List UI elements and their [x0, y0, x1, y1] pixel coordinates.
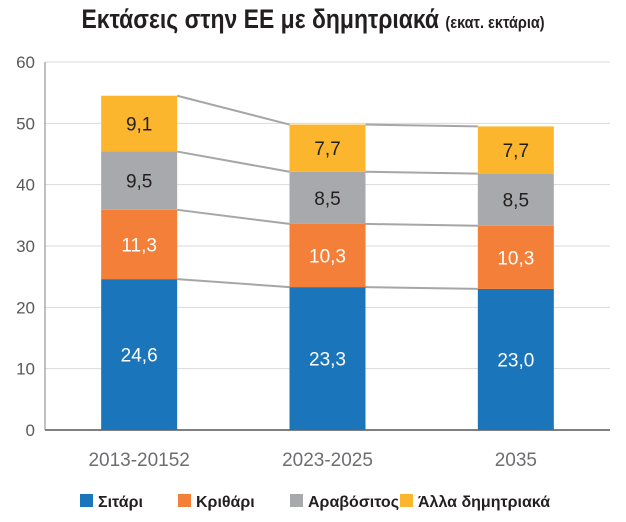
y-tick-label: 40 [16, 176, 35, 195]
data-label: 8,5 [503, 191, 529, 212]
bar-segment [477, 225, 554, 289]
connector-line [176, 150, 290, 173]
x-tick-label: 2023-2025 [282, 450, 373, 471]
legend-swatch [400, 494, 413, 507]
connector-line [365, 170, 478, 175]
x-tick-label: 2035 [495, 450, 537, 471]
data-label: 7,7 [314, 139, 340, 160]
data-label: 8,5 [314, 189, 340, 210]
bar-segment [477, 288, 554, 430]
bar-segment [101, 209, 178, 280]
connector-line [365, 286, 478, 290]
y-tick-label: 10 [16, 360, 35, 379]
data-label: 7,7 [503, 141, 529, 162]
connector-line [177, 278, 290, 289]
bar-segment [477, 126, 554, 174]
data-label: 9,1 [126, 115, 152, 136]
data-label: 10,3 [309, 247, 346, 268]
legend-swatch [80, 494, 93, 507]
connector-line [365, 222, 478, 227]
bar-segment [101, 151, 178, 210]
data-label: 23,3 [309, 350, 346, 371]
connector-line [176, 94, 290, 126]
subtitle-text: (εκατ. εκτάρια) [445, 13, 545, 32]
bar-segment [289, 171, 366, 224]
title-text: Εκτάσεις στην ΕΕ με δημητριακά [81, 4, 440, 34]
connector-line [177, 208, 290, 225]
y-tick-label: 0 [26, 421, 35, 440]
legend-label: Άλλα δημητριακά [418, 494, 550, 511]
bar-segment [101, 279, 178, 430]
y-tick-label: 60 [16, 53, 35, 72]
data-label: 9,5 [126, 172, 152, 193]
y-tick-label: 20 [16, 298, 35, 317]
legend-label: Σιτάρι [98, 494, 143, 511]
bar-segment [289, 223, 366, 288]
data-label: 24,6 [121, 346, 158, 367]
legend-label: Κριθάρι [196, 494, 255, 511]
data-label: 23,0 [497, 350, 534, 371]
data-label: 11,3 [121, 235, 157, 256]
legend-swatch [178, 494, 191, 507]
bar-segment [289, 124, 366, 172]
chart-title: Εκτάσεις στην ΕΕ με δημητριακά (εκατ. εκ… [47, 4, 579, 35]
connector-line [365, 123, 478, 128]
bar-segment [477, 173, 554, 226]
y-tick-label: 30 [16, 237, 35, 256]
x-tick-label: 2013-20152 [88, 450, 189, 471]
legend-label: Αραβόσιτος [308, 494, 399, 511]
legend-swatch [290, 494, 303, 507]
y-tick-label: 50 [16, 114, 35, 133]
data-label: 10,3 [497, 248, 534, 269]
bar-segment [289, 287, 366, 430]
bar-segment [101, 95, 178, 152]
